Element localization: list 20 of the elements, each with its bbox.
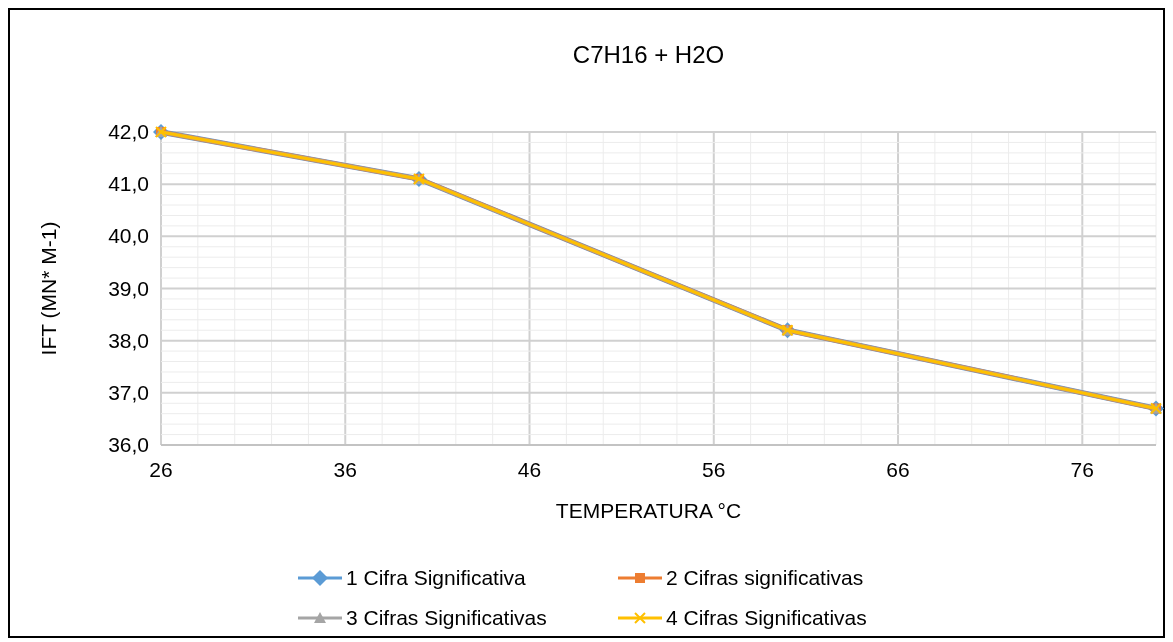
legend-label: 2 Cifras significativas: [666, 566, 864, 589]
y-tick-label: 42,0: [108, 120, 149, 143]
y-axis-title: IFT (MN* M-1): [37, 221, 60, 356]
x-tick-label: 46: [517, 458, 542, 481]
y-tick-label: 40,0: [108, 224, 149, 248]
x-tick-label: 76: [1070, 458, 1094, 481]
legend-label: 1 Cifra Significativa: [346, 566, 527, 589]
y-tick-label: 36,0: [108, 433, 149, 456]
chart-title: C7H16 + H2O: [572, 41, 725, 68]
y-tick-label: 41,0: [108, 172, 149, 196]
legend-label: 4 Cifras Significativas: [666, 606, 867, 629]
y-tick-label: 39,0: [108, 276, 149, 300]
legend-label: 3 Cifras Significativas: [346, 606, 547, 629]
x-tick-label: 36: [333, 458, 357, 481]
x-tick-label: 56: [702, 458, 726, 481]
x-axis-title: TEMPERATURA °C: [555, 499, 742, 522]
y-tick-label: 37,0: [108, 380, 149, 404]
y-tick-label: 38,0: [108, 328, 149, 352]
x-tick-label: 66: [886, 458, 910, 481]
x-tick-label: 26: [149, 458, 173, 481]
